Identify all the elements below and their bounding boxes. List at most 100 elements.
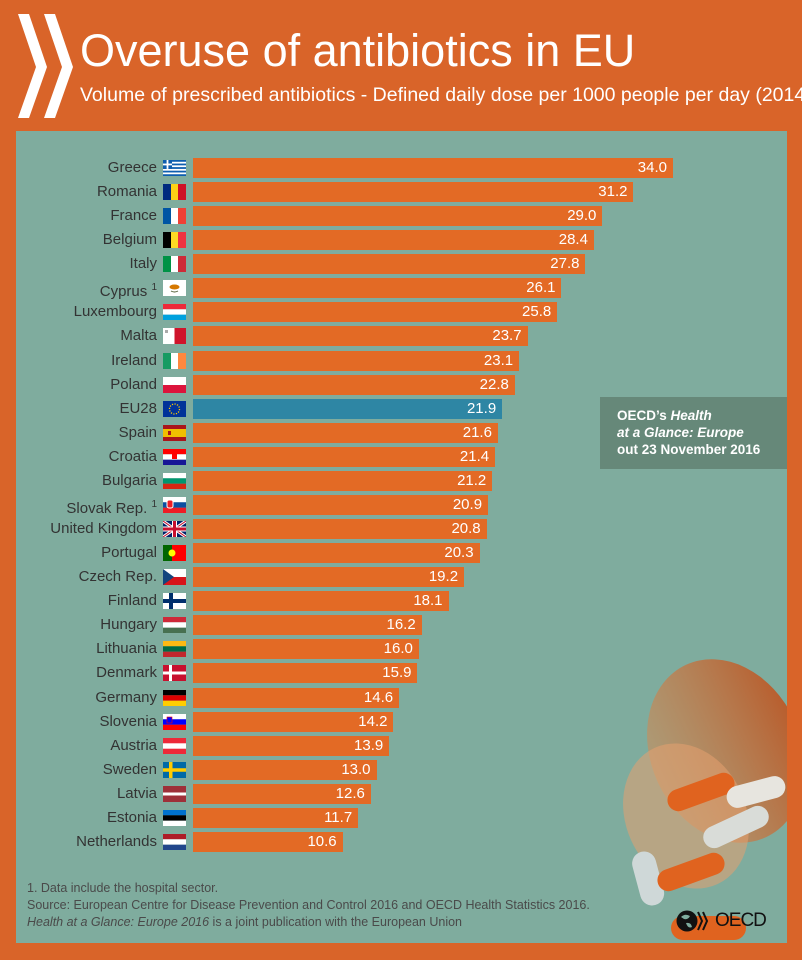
bar: 13.0 xyxy=(193,759,377,780)
category-label: Cyprus 1 xyxy=(16,278,157,302)
denmark-flag-icon xyxy=(163,665,186,682)
category-label: Croatia xyxy=(16,447,157,467)
bar: 23.7 xyxy=(193,326,528,347)
value-label: 20.9 xyxy=(452,495,483,513)
category-name: Bulgaria xyxy=(101,471,157,489)
category-name: Czech Rep. xyxy=(78,568,157,586)
category-label: Romania xyxy=(16,182,157,202)
value-label: 13.0 xyxy=(341,760,371,778)
uk-flag-icon xyxy=(163,521,186,538)
bar-row: Luxembourg 25.8 xyxy=(16,302,787,323)
netherlands-flag-icon xyxy=(163,833,186,850)
category-label: France xyxy=(16,206,157,226)
value-label: 15.9 xyxy=(382,664,412,682)
globe-icon xyxy=(676,910,709,932)
note-text-italic: Health xyxy=(670,408,712,423)
bar: 23.1 xyxy=(193,350,520,371)
bar: 29.0 xyxy=(193,206,603,227)
bar-row: Bulgaria 21.2 xyxy=(16,470,787,491)
greece-flag-icon xyxy=(163,160,186,176)
bar-row: Finland 18.1 xyxy=(16,591,787,612)
bar-row: Poland 22.8 xyxy=(16,374,787,395)
bar: 21.6 xyxy=(193,422,498,443)
bar: 27.8 xyxy=(193,254,586,275)
bar: 15.9 xyxy=(193,663,418,684)
category-label: Ireland xyxy=(16,351,157,371)
bar: 22.8 xyxy=(193,374,515,395)
bar-row: Ireland 23.1 xyxy=(16,350,787,371)
category-name: Portugal xyxy=(101,544,157,562)
bar: 26.1 xyxy=(193,278,562,299)
bar-row: Spain 21.6 xyxy=(16,422,787,443)
category-name: Spain xyxy=(118,423,157,441)
category-label: Estonia xyxy=(16,808,157,828)
czech-flag-icon xyxy=(163,569,186,586)
category-label: Austria xyxy=(16,736,157,756)
value-label: 31.2 xyxy=(598,183,628,201)
bar-row: Slovenia 14.2 xyxy=(16,711,787,732)
value-label: 10.6 xyxy=(307,832,337,850)
category-label: Greece xyxy=(16,158,157,178)
category-name: Croatia xyxy=(108,447,157,465)
value-label: 14.6 xyxy=(363,688,394,706)
bar-row: Netherlands 10.6 xyxy=(16,831,787,852)
bar-row: Denmark 15.9 xyxy=(16,663,787,684)
bar: 21.9 xyxy=(193,398,503,419)
category-name: Greece xyxy=(107,159,157,176)
category-label: United Kingdom xyxy=(16,519,157,539)
category-name: Slovenia xyxy=(99,712,157,730)
value-label: 26.1 xyxy=(526,279,556,297)
bar: 11.7 xyxy=(193,807,359,828)
luxembourg-flag-icon xyxy=(163,304,186,321)
bar-row: Belgium 28.4 xyxy=(16,230,787,251)
bar: 19.2 xyxy=(193,567,465,588)
category-label: Italy xyxy=(16,254,157,274)
bar-row: Romania 31.2 xyxy=(16,182,787,203)
category-name: Lithuania xyxy=(96,640,157,658)
category-label: Spain xyxy=(16,423,157,443)
value-label: 12.6 xyxy=(335,784,365,802)
category-name: Sweden xyxy=(102,760,157,778)
bar: 20.3 xyxy=(193,543,480,564)
bar-row: Portugal 20.3 xyxy=(16,543,787,564)
oecd-chevrons-logo xyxy=(18,14,73,118)
value-label: 21.4 xyxy=(459,447,490,465)
hungary-flag-icon xyxy=(163,617,186,634)
category-name: Italy xyxy=(129,255,157,273)
bar: 18.1 xyxy=(193,591,449,612)
category-name: Denmark xyxy=(96,664,157,682)
malta-flag-icon xyxy=(163,328,186,345)
value-label: 22.8 xyxy=(479,375,509,393)
bar-row: Hungary 16.2 xyxy=(16,615,787,636)
bar-row: Germany 14.6 xyxy=(16,687,787,708)
category-label: Czech Rep. xyxy=(16,567,157,587)
sweden-flag-icon xyxy=(163,761,186,778)
category-name: EU28 xyxy=(119,399,157,417)
category-name: Poland xyxy=(110,375,157,393)
latvia-flag-icon xyxy=(163,785,186,802)
romania-flag-icon xyxy=(163,184,186,201)
finland-flag-icon xyxy=(163,593,186,610)
footnote-mark: 1 xyxy=(151,282,157,294)
category-name: France xyxy=(110,207,157,225)
note-text-italic: at a Glance: Europe xyxy=(617,425,744,440)
france-flag-icon xyxy=(163,208,186,225)
value-label: 28.4 xyxy=(558,231,588,249)
category-label: Bulgaria xyxy=(16,471,157,491)
value-label: 25.8 xyxy=(522,303,552,321)
slovakia-flag-icon xyxy=(163,496,186,513)
category-label: Latvia xyxy=(16,784,157,804)
bar: 10.6 xyxy=(193,831,343,852)
publication-title: Health at a Glance: Europe 2016 xyxy=(27,915,210,929)
bar: 13.9 xyxy=(193,735,390,756)
category-name: Austria xyxy=(110,736,157,754)
chart-panel: Greece 34.0 Romania 31.2 France 29.0 Belgium 28… xyxy=(16,131,787,943)
value-label: 20.8 xyxy=(451,520,481,538)
value-label: 21.6 xyxy=(462,423,492,441)
bar-row: Latvia 12.6 xyxy=(16,783,787,804)
category-label: Netherlands xyxy=(16,832,157,852)
bar: 12.6 xyxy=(193,783,371,804)
austria-flag-icon xyxy=(163,737,186,754)
note-date: out 23 November 2016 xyxy=(617,442,761,457)
category-label: Luxembourg xyxy=(16,302,157,322)
